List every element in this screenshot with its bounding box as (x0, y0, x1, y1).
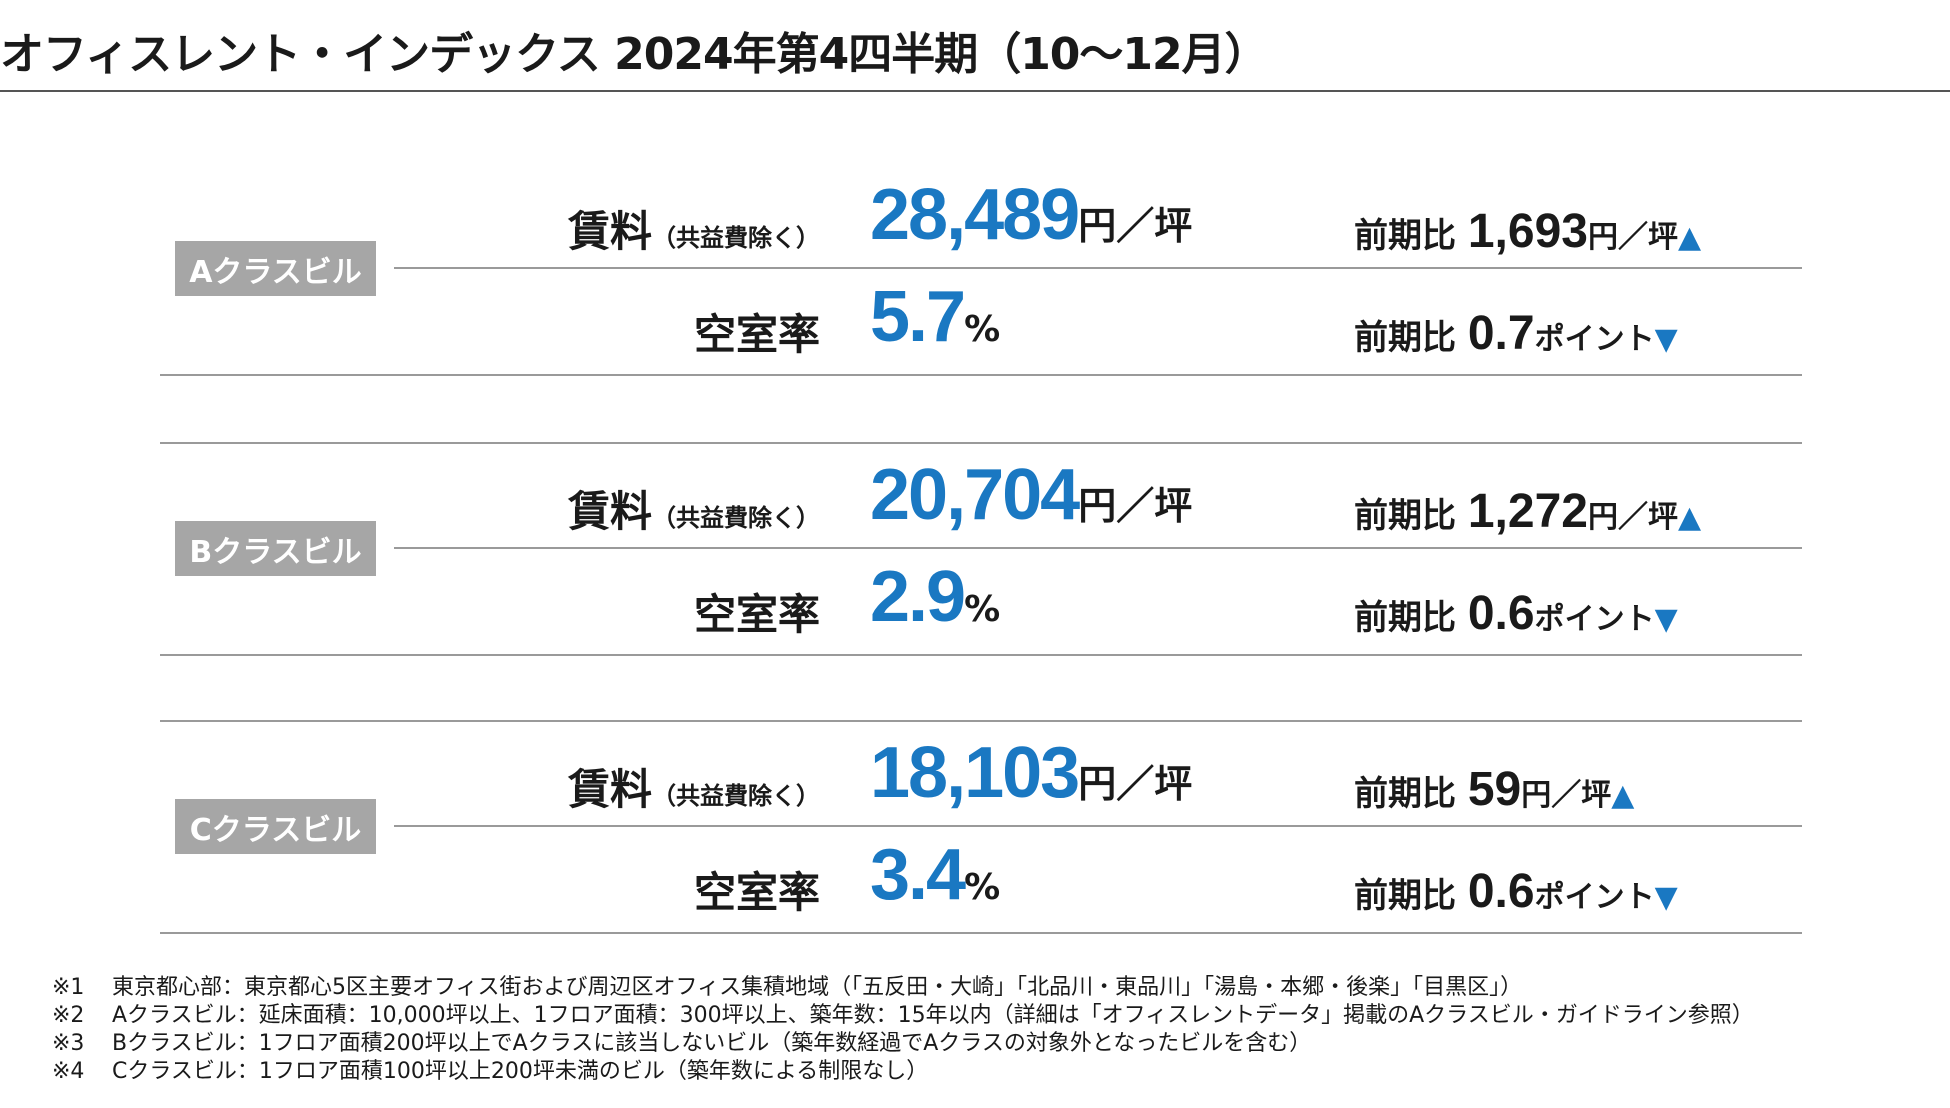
vacancy-unit: % (964, 867, 1001, 908)
rent-value: 18,103円／坪 (870, 732, 1192, 814)
rent-label-sub: （共益費除く） (652, 224, 820, 252)
divider-mid (394, 267, 1802, 269)
footnote: ※1 東京都心部：東京都心5区主要オフィス街および周辺区オフィス集積地域（「五反田… (52, 974, 1754, 1002)
rent-unit: 円／坪 (1078, 484, 1193, 528)
vacancy-value: 2.9% (870, 556, 1000, 638)
vacancy-value: 3.4% (870, 834, 1000, 916)
vacancy-label: 空室率 (693, 590, 820, 639)
vacancy-change-unit: ポイント (1534, 322, 1655, 357)
compare-label: 前期比 (1354, 876, 1456, 916)
vacancy-label: 空室率 (693, 310, 820, 359)
rent-label-text: 賃料 (567, 207, 652, 256)
footnote-text: 東京都心部：東京都心5区主要オフィス街および周辺区オフィス集積地域（「五反田・大… (112, 975, 1523, 1000)
compare-label: 前期比 (1354, 774, 1456, 814)
down-arrow-icon: ▼ (1654, 602, 1678, 637)
vacancy-change-number: 0.6 (1467, 865, 1535, 918)
rent-label-text: 賃料 (567, 765, 652, 814)
rent-number: 20,704 (870, 455, 1080, 535)
compare-label: 前期比 (1354, 318, 1456, 358)
vacancy-change-unit: ポイント (1534, 602, 1655, 637)
compare-label: 前期比 (1354, 496, 1456, 536)
rent-label: 賃料（共益費除く） (568, 478, 820, 539)
footnote-mark: ※4 (52, 1059, 85, 1084)
rent-value: 20,704円／坪 (870, 454, 1192, 536)
footnotes: ※1 東京都心部：東京都心5区主要オフィス街および周辺区オフィス集積地域（「五反田… (52, 974, 1754, 1086)
divider-bottom (160, 654, 1802, 656)
up-arrow-icon: ▲ (1677, 220, 1702, 255)
divider-bottom (160, 374, 1802, 376)
divider-bottom (160, 932, 1802, 934)
rent-change: 前期比 59円／坪▲ (1354, 762, 1634, 817)
down-arrow-icon: ▼ (1654, 880, 1678, 915)
rent-change-number: 59 (1467, 763, 1522, 816)
rent-change-number: 1,693 (1467, 205, 1588, 258)
compare-label: 前期比 (1354, 216, 1456, 256)
rent-label-sub: （共益費除く） (652, 504, 820, 532)
rent-number: 28,489 (870, 175, 1080, 255)
class-block-c: Cクラスビル 賃料（共益費除く） 空室率 18,103円／坪 3.4% 前期比 … (0, 720, 1950, 970)
rent-number: 18,103 (870, 733, 1080, 813)
vacancy-number: 3.4 (870, 835, 966, 915)
page-title: オフィスレント・インデックス 2024年第4四半期（10～12月） (0, 29, 1269, 80)
vacancy-number: 5.7 (870, 277, 966, 357)
footnote-mark: ※1 (52, 975, 85, 1000)
rent-change-number: 1,272 (1467, 485, 1588, 538)
vacancy-unit: % (964, 309, 1001, 350)
up-arrow-icon: ▲ (1611, 778, 1635, 813)
rent-label: 賃料（共益費除く） (568, 198, 820, 259)
footnote: ※2 Aクラスビル：延床面積：10,000坪以上、1フロア面積：300坪以上、築年… (52, 1002, 1754, 1030)
rent-label-text: 賃料 (567, 487, 652, 536)
rent-change-unit: 円／坪 (1521, 778, 1612, 813)
vacancy-label: 空室率 (693, 868, 820, 917)
class-block-a: Aクラスビル 賃料（共益費除く） 空室率 28,489円／坪 5.7% 前期比 … (0, 175, 1950, 474)
vacancy-change: 前期比 0.6ポイント▼ (1354, 864, 1678, 919)
rent-label-sub: （共益費除く） (652, 782, 820, 810)
title-divider (0, 90, 1950, 92)
rent-change: 前期比 1,272円／坪▲ (1354, 484, 1701, 539)
down-arrow-icon: ▼ (1654, 322, 1678, 357)
rent-unit: 円／坪 (1078, 204, 1193, 248)
footnote-mark: ※3 (52, 1031, 85, 1056)
divider-top (160, 442, 1802, 444)
vacancy-change-number: 0.7 (1467, 307, 1535, 360)
class-label: Aクラスビル (175, 241, 376, 296)
vacancy-number: 2.9 (870, 557, 966, 637)
divider-top (160, 720, 1802, 722)
footnote-text: Cクラスビル：1フロア面積100坪以上200坪未満のビル（築年数による制限なし） (112, 1059, 929, 1084)
vacancy-value: 5.7% (870, 276, 1000, 358)
up-arrow-icon: ▲ (1677, 500, 1702, 535)
footnote-text: Bクラスビル：1フロア面積200坪以上でAクラスに該当しないビル（築年数経過でA… (112, 1031, 1312, 1056)
vacancy-change: 前期比 0.6ポイント▼ (1354, 586, 1678, 641)
class-block-b: Bクラスビル 賃料（共益費除く） 空室率 20,704円／坪 2.9% 前期比 … (0, 442, 1950, 692)
rent-value: 28,489円／坪 (870, 174, 1192, 256)
footnote-text: Aクラスビル：延床面積：10,000坪以上、1フロア面積：300坪以上、築年数：… (112, 1003, 1754, 1028)
divider-mid (394, 547, 1802, 549)
rent-label: 賃料（共益費除く） (568, 756, 820, 817)
class-label: Cクラスビル (175, 799, 376, 854)
class-label: Bクラスビル (175, 521, 376, 576)
rent-change-unit: 円／坪 (1587, 500, 1678, 535)
vacancy-unit: % (964, 589, 1001, 630)
rent-change: 前期比 1,693円／坪▲ (1354, 204, 1701, 259)
footnote-mark: ※2 (52, 1003, 85, 1028)
compare-label: 前期比 (1354, 598, 1456, 638)
rent-unit: 円／坪 (1078, 762, 1193, 806)
footnote: ※3 Bクラスビル：1フロア面積200坪以上でAクラスに該当しないビル（築年数経過… (52, 1030, 1754, 1058)
vacancy-change: 前期比 0.7ポイント▼ (1354, 306, 1678, 361)
footnote: ※4 Cクラスビル：1フロア面積100坪以上200坪未満のビル（築年数による制限な… (52, 1058, 1754, 1086)
vacancy-change-number: 0.6 (1467, 587, 1535, 640)
vacancy-change-unit: ポイント (1534, 880, 1655, 915)
rent-change-unit: 円／坪 (1587, 220, 1678, 255)
divider-mid (394, 825, 1802, 827)
